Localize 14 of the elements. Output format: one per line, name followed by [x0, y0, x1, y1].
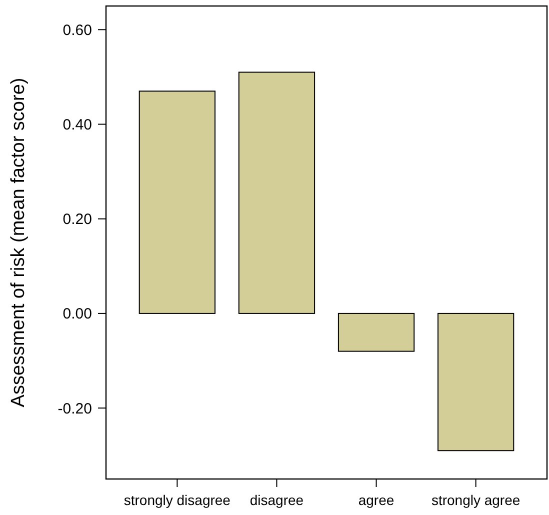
bar [437, 312, 514, 452]
y-tick-label: -0.20 [58, 400, 92, 418]
y-axis-title: Assessment of risk (mean factor score) [8, 78, 29, 408]
bar [338, 312, 415, 352]
y-tick-label: 0.20 [62, 211, 92, 228]
x-tick-label: agree [358, 492, 394, 508]
bar [138, 90, 216, 314]
y-tick-label: 0.60 [62, 22, 92, 39]
x-tick-label: disagree [250, 492, 304, 508]
x-tick-label: strongly disagree [124, 492, 231, 508]
bar [238, 72, 316, 314]
y-tick-label: 0.00 [62, 306, 92, 323]
y-tick-label: 0.40 [62, 116, 92, 134]
x-tick-label: strongly agree [431, 492, 520, 508]
